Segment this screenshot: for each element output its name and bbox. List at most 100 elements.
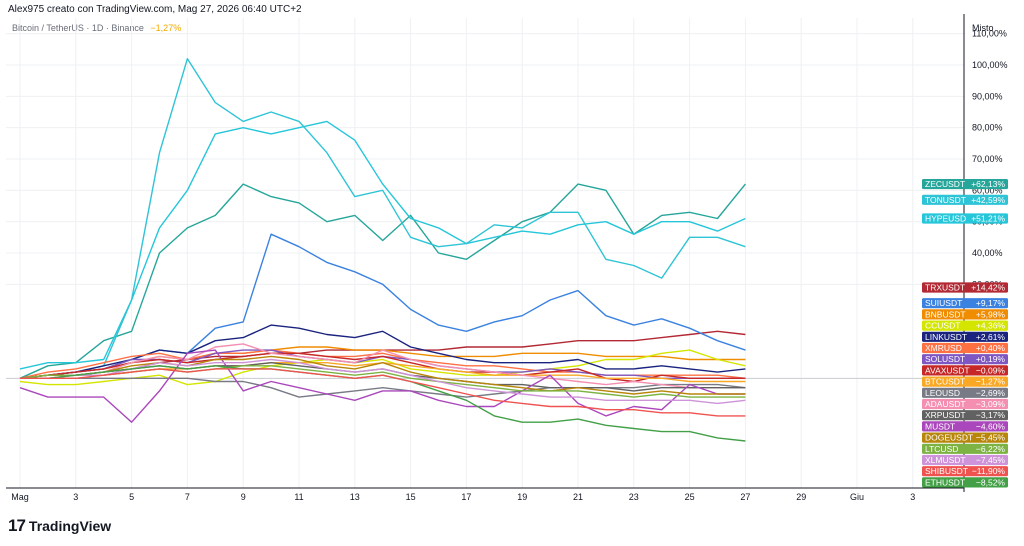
series-label-ethusdt: ETHUSDT −8,52%: [922, 477, 1008, 488]
series-label-bg: [922, 298, 1008, 309]
series-label-value: −0,09%: [976, 365, 1006, 375]
x-tick-label: 3: [910, 492, 915, 502]
series-label-dogeusdt: DOGEUSDT −5,45%: [922, 432, 1008, 443]
series-label-bg: [922, 354, 1008, 365]
series-label-value: −6,22%: [976, 444, 1006, 454]
tradingview-logo-icon: 17: [8, 516, 26, 535]
x-tick-label: 23: [629, 492, 639, 502]
series-label-xlmusdt: XLMUSDT −7,45%: [922, 454, 1008, 466]
series-line-tonusdt[interactable]: [19, 58, 746, 379]
series-line-xlmusdt[interactable]: [20, 358, 746, 405]
series-label-adausdt: ADAUSDT −3,09%: [922, 398, 1008, 410]
series-label-value: +5,98%: [976, 309, 1006, 319]
series-line-zecusdt[interactable]: [19, 183, 746, 379]
series-label-name: LEOUSD: [925, 388, 960, 398]
series-label-solusdt: SOLUSDT +0,19%: [922, 354, 1008, 365]
series-line-shibusdt[interactable]: [20, 368, 746, 417]
series-label-leousd: LEOUSD −2,69%: [922, 387, 1008, 398]
symbol-label: Bitcoin / TetherUS · 1D · Binance: [12, 23, 144, 33]
y-tick-labels: 110,00%100,00%90,00%80,00%70,00%60,00%50…: [972, 29, 1008, 290]
series-label-name: SUIUSDT: [925, 298, 962, 308]
series-label-bg: [922, 387, 1008, 398]
series-label-value: −4,60%: [976, 421, 1006, 431]
chart-attribution: Alex975 creato con TradingView.com, Mag …: [8, 4, 302, 15]
tradingview-logo[interactable]: 17 TradingView: [8, 516, 111, 536]
series-line-ccusdt[interactable]: [19, 349, 746, 386]
series-label-xmrusd: XMRUSD +0,40%: [922, 342, 1008, 354]
series-label-bg: [922, 342, 1008, 354]
series-label-trxusdt: TRXUSDT +14,42%: [922, 282, 1008, 293]
series-label-hypeusd: HYPEUSD +51,21%: [922, 213, 1008, 224]
x-tick-label: Mag: [11, 492, 29, 502]
y-tick-label: 40,00%: [972, 248, 1003, 258]
series-label-bg: [922, 178, 1008, 190]
series-label-name: ETHUSDT: [925, 477, 965, 487]
series-label-name: SOLUSDT: [925, 354, 965, 364]
y-tick-label: 70,00%: [972, 154, 1003, 164]
x-tick-label: 5: [129, 492, 134, 502]
series-label-value: +62,13%: [971, 179, 1005, 189]
series-label-name: SHIBUSDT: [925, 466, 968, 476]
x-tick-label: 17: [461, 492, 471, 502]
series-label-bg: [922, 282, 1008, 293]
series-label-xrpusdt: XRPUSDT −3,17%: [922, 410, 1008, 421]
series-label-name: TRXUSDT: [925, 283, 965, 293]
series-label-value: −7,45%: [976, 455, 1006, 465]
series-label-name: DOGEUSDT: [925, 433, 973, 443]
series-label-suiusdt: SUIUSDT +9,17%: [922, 298, 1008, 309]
series-label-bg: [922, 466, 1008, 477]
series-label-value: +4,36%: [976, 321, 1006, 331]
series-label-shibusdt: SHIBUSDT −11,90%: [922, 466, 1008, 477]
series-label-value: −2,69%: [976, 388, 1006, 398]
x-tick-label: Giu: [850, 492, 864, 502]
series-labels: ZECUSDT +62,13% HYPEUSD +51,21% TONUSDT +42,5…: [922, 178, 1008, 488]
series-line-hypeusd[interactable]: [19, 120, 746, 370]
series-label-bg: [922, 443, 1008, 454]
series-label-value: +14,42%: [971, 283, 1005, 293]
x-tick-label: 9: [241, 492, 246, 502]
series-label-bg: [922, 376, 1008, 387]
series-label-bg: [922, 320, 1008, 331]
y-tick-label: 80,00%: [972, 123, 1003, 133]
series-label-name: LTCUSD: [925, 444, 958, 454]
series-label-value: +0,19%: [976, 354, 1006, 364]
x-tick-label: 11: [294, 492, 303, 502]
series-line-trxusdt[interactable]: [19, 330, 746, 379]
series-label-name: XMRUSD: [925, 343, 962, 353]
x-tick-label: 15: [406, 492, 416, 502]
series-label-bg: [922, 421, 1008, 432]
series-label-name: ADAUSDT: [925, 399, 966, 409]
series-label-ccusdt: CCUSDT +4,36%: [922, 320, 1008, 331]
series-line-avaxusdt[interactable]: [19, 352, 746, 383]
series-label-value: −5,45%: [976, 433, 1006, 443]
series-label-bg: [922, 454, 1008, 466]
series-line-linkusdt[interactable]: [19, 324, 746, 379]
series-line-adausdt[interactable]: [19, 343, 746, 389]
x-tick-labels: Mag 3 5 7 9 11 13 15 17 19 21 23 25 27 29 Giu 3: [11, 492, 915, 502]
series-label-bg: [922, 432, 1008, 443]
series-label-name: HYPEUSD: [925, 214, 966, 224]
series-label-bg: [922, 309, 1008, 320]
x-tick-label: 21: [573, 492, 583, 502]
symbol-change: −1,27%: [150, 23, 182, 33]
series-label-name: BNBUSDT: [925, 309, 966, 319]
x-tick-label: 19: [517, 492, 527, 502]
series-label-ltcusd: LTCUSD −6,22%: [922, 443, 1008, 454]
series-label-value: +0,40%: [976, 343, 1006, 353]
scale-label: Misto: [972, 23, 994, 33]
symbol-info: Bitcoin / TetherUS · 1D · Binance −1,27%: [12, 23, 181, 33]
grid-lines: [6, 18, 964, 488]
series-line-ethusdt[interactable]: [20, 365, 746, 442]
series-label-zecusdt: ZECUSDT +62,13%: [922, 178, 1008, 190]
series-label-bg: [922, 331, 1008, 342]
series-label-tonusdt: TONUSDT +42,59%: [922, 194, 1008, 205]
series-label-name: CCUSDT: [925, 321, 960, 331]
logo-text: TradingView: [28, 518, 112, 534]
series-line-leousd[interactable]: [20, 377, 746, 398]
x-tick-label: 3: [73, 492, 78, 502]
series-label-bg: [922, 398, 1008, 410]
series-line-dogeusdt[interactable]: [19, 355, 746, 395]
series-label-btcusdt: BTCUSDT −1,27%: [922, 376, 1008, 387]
x-tick-label: 25: [685, 492, 695, 502]
